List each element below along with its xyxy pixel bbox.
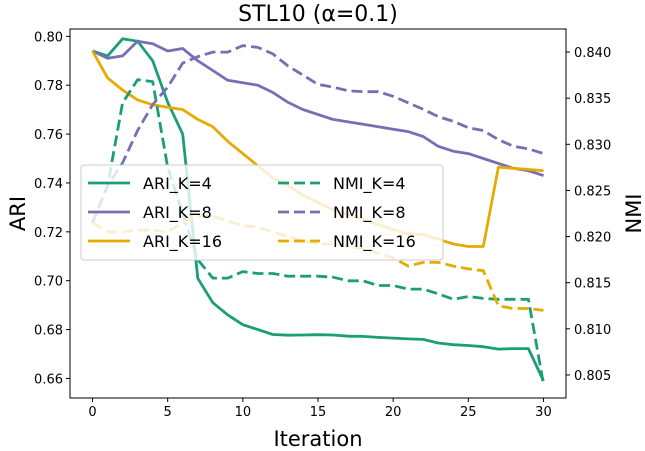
legend-label-4: NMI_K=4 <box>333 174 406 194</box>
legend-label-5: NMI_K=8 <box>333 203 406 223</box>
y-tick-label: 0.76 <box>34 128 63 143</box>
y-tick-label: 0.66 <box>34 372 63 387</box>
chart-title: STL10 (α=0.1) <box>238 2 398 27</box>
y2-axis-title: NMI <box>622 193 645 233</box>
x-tick-label: 20 <box>385 405 402 420</box>
y2-tick-label: 0.825 <box>574 184 611 199</box>
x-tick-label: 25 <box>460 405 477 420</box>
x-tick-label: 10 <box>235 405 252 420</box>
y2-tick-label: 0.810 <box>574 323 611 338</box>
x-tick-label: 0 <box>88 405 96 420</box>
x-tick-label: 5 <box>164 405 172 420</box>
y-axis-title: ARI <box>6 196 30 231</box>
legend-box <box>80 164 444 261</box>
y-tick-label: 0.72 <box>34 226 63 241</box>
series-line-1 <box>92 37 545 382</box>
series-line-4 <box>91 78 545 385</box>
legend-label-2: ARI_K=8 <box>143 203 212 223</box>
x-tick-label: 15 <box>310 405 327 420</box>
y2-tick-label: 0.835 <box>574 92 611 107</box>
y-tick-label: 0.78 <box>34 79 63 94</box>
y2-tick-label: 0.830 <box>574 138 611 153</box>
series-line-2 <box>91 39 544 177</box>
y2-tick-label: 0.820 <box>574 231 611 246</box>
y2-tick-label: 0.805 <box>574 369 611 384</box>
x-axis-title: Iteration <box>273 427 362 451</box>
y2-tick-label: 0.840 <box>574 46 611 61</box>
legend: ARI_K=4 ARI_K=8 ARI_K=16 NMI_K=4 NMI_K=8 NMI_… <box>80 164 444 261</box>
legend-label-6: NMI_K=16 <box>333 232 416 252</box>
y2-tick-label: 0.815 <box>574 277 611 292</box>
x-tick-label: 30 <box>535 405 552 420</box>
legend-label-1: ARI_K=4 <box>143 174 212 194</box>
y-tick-label: 0.70 <box>34 275 63 290</box>
y-tick-label: 0.68 <box>34 324 63 339</box>
y-tick-label: 0.74 <box>34 177 63 192</box>
series-line-6 <box>91 214 544 312</box>
legend-label-3: ARI_K=16 <box>143 232 222 252</box>
ticks-layer: 0 5 10 15 20 25 30 0.66 0.68 0.70 0.72 0.74 0.76 0.78… <box>34 30 611 420</box>
y-tick-label: 0.80 <box>34 30 63 45</box>
